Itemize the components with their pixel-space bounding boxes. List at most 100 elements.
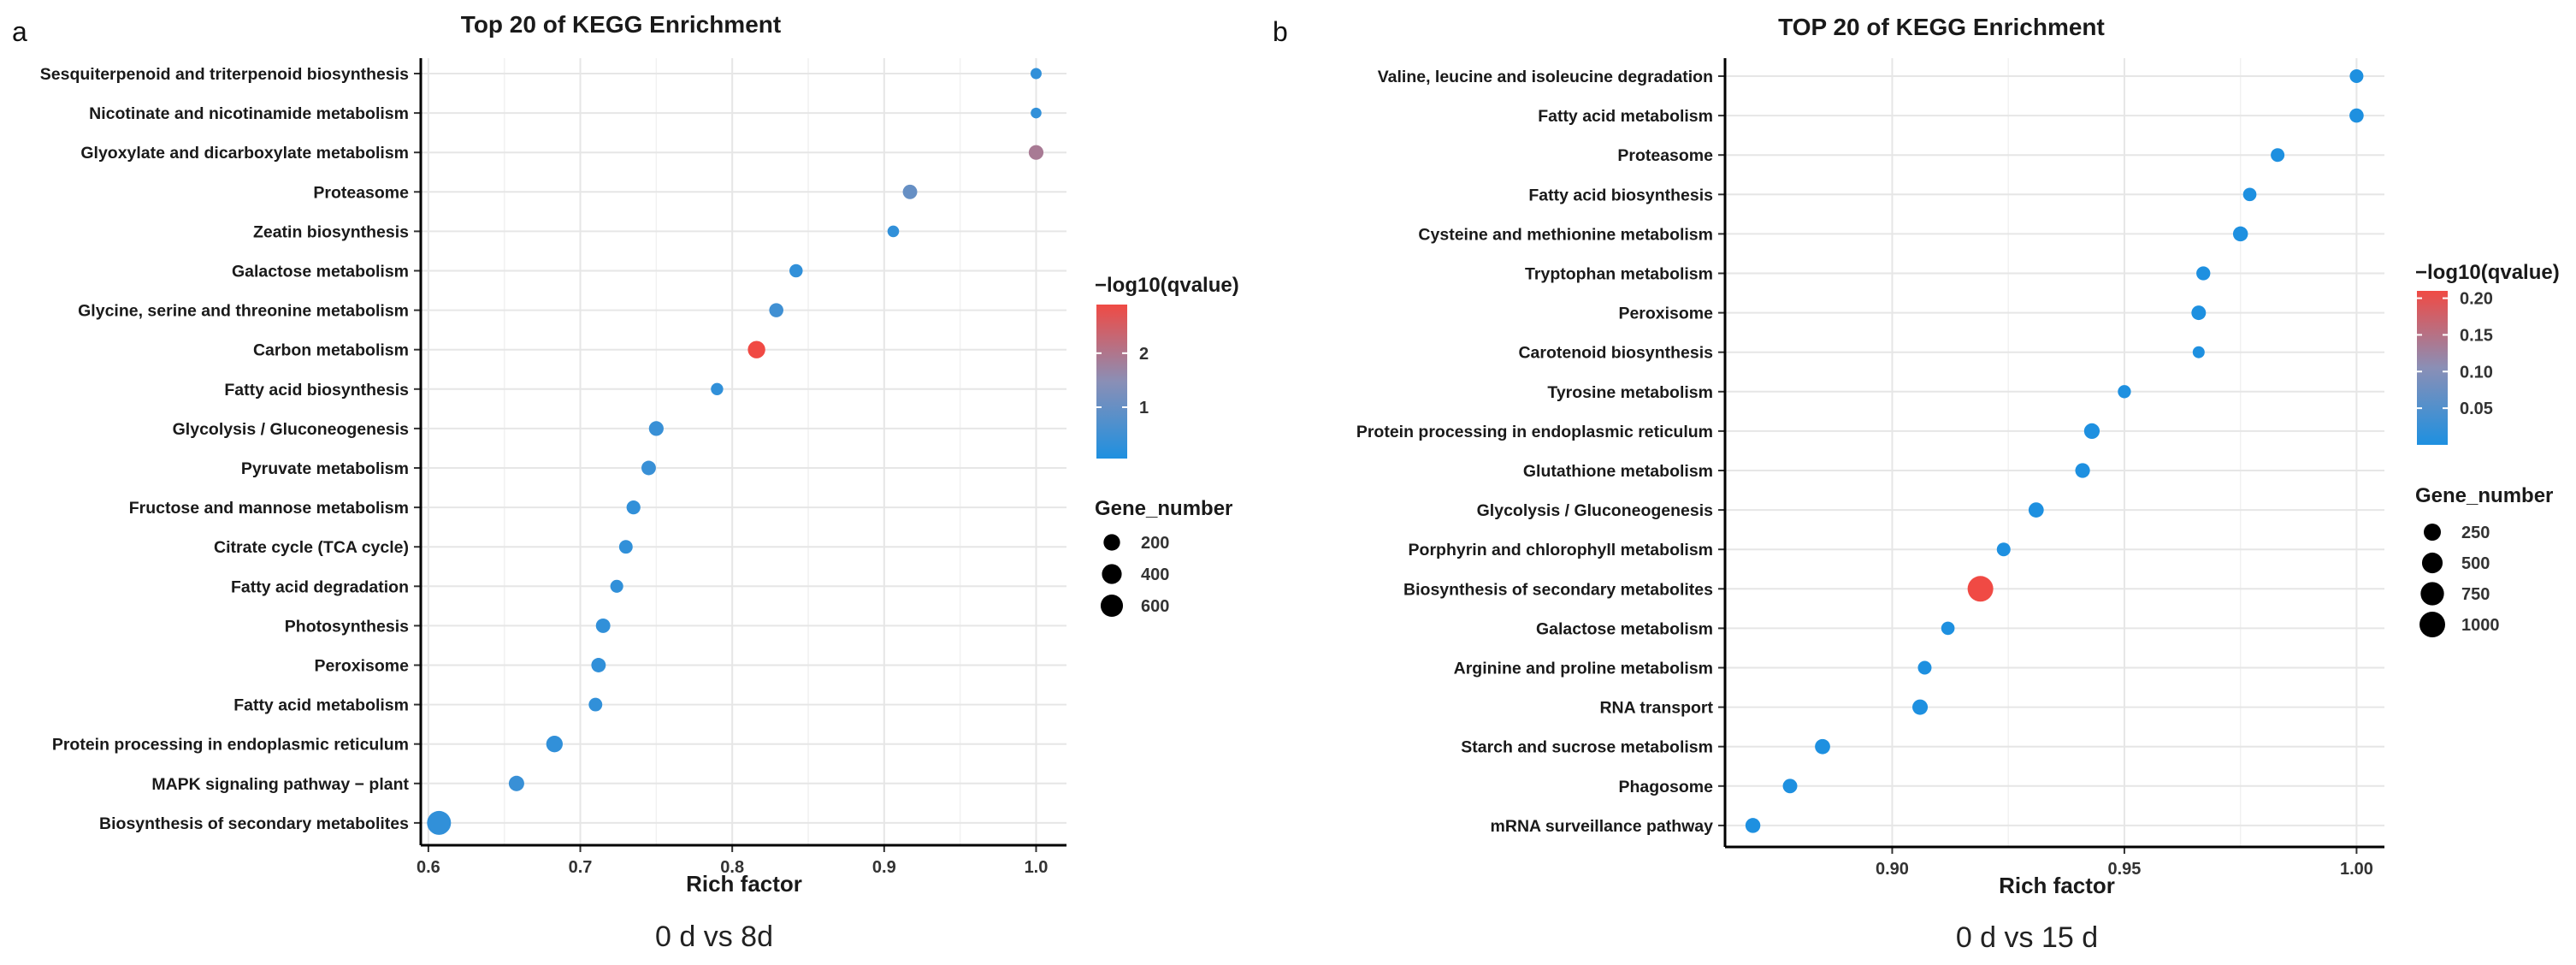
panel-a-size-legend: Gene_number 200 400 600 [1095,497,1232,618]
data-point [747,340,765,358]
data-point [902,184,918,199]
x-tick-label: 1.00 [2340,860,2373,879]
data-point [1782,779,1798,794]
size-legend-label: 200 [1141,534,1169,553]
colorbar-tick-label: 1 [1139,399,1149,417]
data-point [2192,346,2205,358]
panel-b-colorbar [2417,291,2448,445]
panel-a-x-axis-label: Rich factor [686,871,802,897]
y-tick-label: Protein processing in endoplasmic reticu… [52,736,409,755]
colorbar-tick-label: 0.10 [2460,363,2493,382]
panel-b-color-legend-title: −log10(qvalue) [2415,261,2560,284]
y-tick-label: Fatty acid biosynthesis [224,381,409,400]
panel-b-label: b [1273,16,1288,47]
y-tick-label: Peroxisome [1618,305,1713,323]
size-legend-label: 750 [2461,585,2490,604]
size-legend-dot [1102,564,1122,584]
size-legend-dot [1100,594,1124,618]
data-point [508,775,524,791]
data-point [2196,266,2211,281]
data-point [2118,385,2131,399]
panel-a-color-legend-title: −log10(qvalue) [1095,274,1239,297]
y-tick-label: Galactose metabolism [232,263,409,281]
data-point [595,618,611,633]
y-tick-label: MAPK signaling pathway − plant [151,775,409,794]
y-tick-label: Glycolysis / Gluconeogenesis [1477,501,1714,520]
y-tick-label: Nicotinate and nicotinamide metabolism [89,104,409,123]
panel-b-size-legend-title: Gene_number [2415,484,2553,507]
data-point [887,225,900,238]
panel-a-points [427,68,1044,835]
panel-b-plot-bg [1725,58,2384,847]
y-tick-label: Citrate cycle (TCA cycle) [214,538,409,557]
data-point [2028,502,2044,518]
panel-a-caption: 0 d vs 8d [655,921,773,953]
panel-b-caption: 0 d vs 15 d [1956,921,2098,954]
y-tick-label: Pyruvate metabolism [241,459,409,478]
panel-a-size-legend-title: Gene_number [1095,497,1232,520]
x-tick-label: 0.95 [2107,860,2141,879]
y-tick-label: Glutathione metabolism [1523,462,1713,481]
y-tick-label: Carbon metabolism [253,341,409,360]
data-point [789,263,803,278]
x-tick-label: 1.0 [1025,858,1049,877]
y-tick-label: Glycolysis / Gluconeogenesis [173,420,410,439]
y-tick-label: Phagosome [1618,778,1713,796]
y-tick-label: Galactose metabolism [1536,619,1713,638]
panel-b-size-legend-items: 250 500 750 1000 [2419,524,2500,637]
panel-b-y-tick-labels: Valine, leucine and isoleucine degradati… [1356,68,1725,836]
x-tick-label: 0.8 [720,858,744,877]
y-tick-label: Sesquiterpenoid and triterpenoid biosynt… [40,65,409,84]
y-tick-label: Zeatin biosynthesis [253,222,409,241]
data-point [1028,145,1044,160]
x-tick-label: 0.90 [1876,860,1909,879]
size-legend-dot [2419,612,2445,637]
panel-a-plot-bg [421,58,1066,845]
data-point [591,658,606,672]
data-point [1745,818,1761,833]
data-point [546,736,563,753]
x-tick-label: 0.6 [417,858,440,877]
panel-b-points [1745,69,2364,833]
y-tick-label: Tyrosine metabolism [1547,383,1713,402]
y-tick-label: Proteasome [313,183,409,202]
panel-b-grid [1725,58,2384,847]
panel-a-grid [421,58,1066,845]
panel-a-label: a [12,16,27,47]
data-point [427,810,452,835]
data-point [1917,660,1932,675]
y-tick-label: Arginine and proline metabolism [1454,660,1713,678]
data-point [1967,576,1994,602]
y-tick-label: Biosynthesis of secondary metabolites [99,814,409,833]
y-tick-label: Peroxisome [314,657,409,676]
size-legend-label: 1000 [2461,616,2500,635]
y-tick-label: Starch and sucrose metabolism [1461,738,1713,757]
size-legend-dot [2420,582,2444,606]
y-tick-label: Biosynthesis of secondary metabolites [1403,580,1713,599]
y-tick-label: Fatty acid metabolism [1538,107,1713,126]
size-legend-dot [2424,524,2441,541]
size-legend-dot [1103,534,1120,551]
y-tick-label: Carotenoid biosynthesis [1518,344,1713,363]
y-tick-label: Fatty acid degradation [231,577,409,596]
panel-b-title: TOP 20 of KEGG Enrichment [1778,14,2105,40]
panel-b-colorbar-ticks: 0.05 0.10 0.15 0.20 [2417,290,2493,418]
y-tick-label: Cysteine and methionine metabolism [1418,225,1713,244]
y-tick-label: Glycine, serine and threonine metabolism [78,302,409,321]
colorbar-tick-label: 0.15 [2460,326,2493,345]
y-tick-label: Proteasome [1617,146,1713,165]
y-tick-label: Photosynthesis [285,617,409,636]
data-point [2232,226,2248,242]
panel-a-color-legend: −log10(qvalue) 12 [1095,274,1239,459]
data-point [2191,305,2207,321]
x-tick-label: 0.7 [569,858,593,877]
size-legend-dot [2421,552,2443,574]
panel-b-color-legend: −log10(qvalue) 0.05 0.10 0.15 0.20 [2415,261,2560,445]
data-point [610,579,623,593]
y-tick-label: Valine, leucine and isoleucine degradati… [1378,68,1713,86]
data-point [588,697,603,712]
data-point [711,382,724,396]
y-tick-label: Fatty acid metabolism [233,696,409,715]
size-legend-label: 400 [1141,565,1169,584]
data-point [1031,68,1042,80]
